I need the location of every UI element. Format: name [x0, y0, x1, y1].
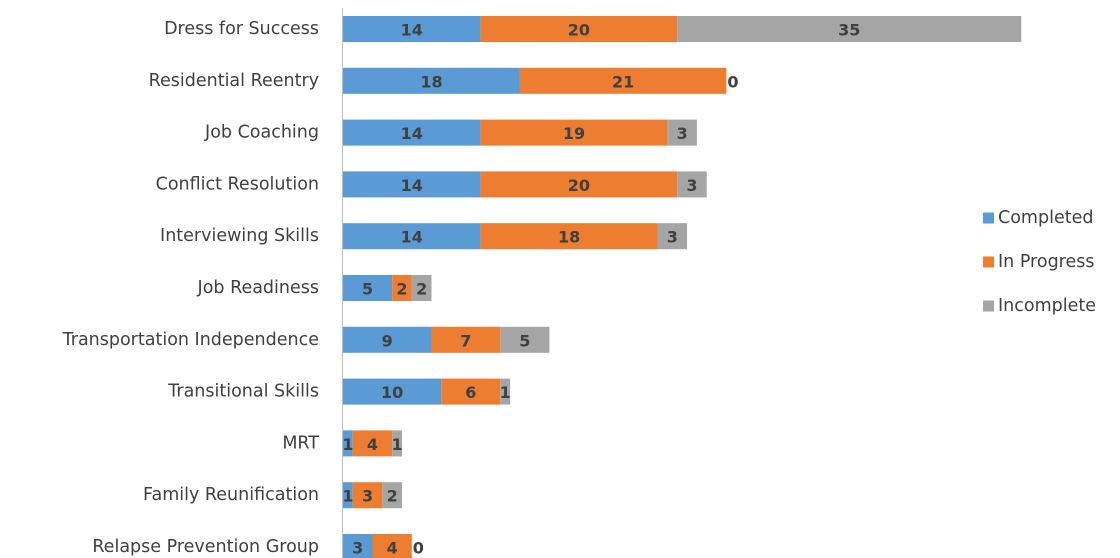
bar-incomplete-transitional-skills: [500, 378, 511, 405]
bar-in-progress-relapse-prevention-group: [372, 534, 412, 558]
bar-completed-relapse-prevention-group: [343, 534, 373, 558]
bar-incomplete-conflict-resolution: [677, 171, 707, 198]
data-label-in-progress-mrt: 4: [367, 435, 378, 454]
legend: Completed In Progress Incomplete: [983, 208, 1096, 316]
legend-label-incomplete: Incomplete: [998, 296, 1096, 316]
data-label-incomplete-conflict-resolution: 3: [686, 176, 697, 195]
data-label-in-progress-conflict-resolution: 20: [568, 176, 590, 195]
legend-label-completed: Completed: [998, 208, 1093, 228]
bar-incomplete-mrt: [392, 430, 402, 457]
data-label-incomplete-dress-for-success: 35: [838, 21, 860, 40]
bar-in-progress-family-reunification: [352, 482, 383, 509]
legend-swatch-incomplete: [983, 300, 994, 312]
bar-completed-conflict-resolution: [343, 171, 481, 198]
bar-incomplete-family-reunification: [382, 482, 402, 509]
data-label-incomplete-transportation-independence: 5: [519, 331, 530, 350]
data-label-incomplete-job-coaching: 3: [677, 124, 688, 143]
category-label-dress-for-success: Dress for Success: [164, 19, 319, 39]
bar-completed-job-coaching: [343, 119, 481, 146]
data-label-in-progress-transitional-skills: 6: [465, 383, 476, 402]
data-label-incomplete-relapse-prevention-group: 0: [413, 539, 424, 558]
data-label-completed-job-coaching: 14: [401, 124, 423, 143]
data-label-in-progress-dress-for-success: 20: [568, 21, 590, 40]
legend-swatch-in-progress: [983, 256, 994, 268]
data-label-in-progress-interviewing-skills: 18: [558, 228, 580, 247]
data-label-in-progress-family-reunification: 3: [362, 487, 373, 506]
bar-in-progress-transitional-skills: [441, 378, 501, 405]
bar-completed-transitional-skills: [343, 378, 442, 405]
category-labels: Dress for Success Residential Reentry Job …: [62, 19, 320, 557]
category-label-family-reunification: Family Reunification: [143, 485, 319, 505]
data-label-incomplete-job-readiness: 2: [416, 280, 427, 299]
data-label-in-progress-residential-reentry: 21: [612, 72, 634, 91]
data-label-completed-interviewing-skills: 14: [401, 228, 423, 247]
bar-completed-interviewing-skills: [343, 223, 481, 250]
category-label-transportation-independence: Transportation Independence: [62, 330, 319, 350]
category-label-job-readiness: Job Readiness: [197, 278, 319, 298]
bar-in-progress-job-readiness: [392, 275, 412, 301]
data-label-completed-transportation-independence: 9: [382, 331, 393, 350]
legend-label-in-progress: In Progress: [998, 252, 1095, 272]
bar-incomplete-job-readiness: [411, 275, 432, 301]
category-label-mrt: MRT: [282, 433, 319, 453]
bar-in-progress-transportation-independence: [431, 326, 501, 353]
bar-completed-job-readiness: [343, 275, 393, 301]
bar-in-progress-conflict-resolution: [480, 171, 678, 198]
data-label-in-progress-transportation-independence: 7: [460, 331, 471, 350]
data-label-incomplete-transitional-skills: 1: [500, 383, 511, 402]
category-label-interviewing-skills: Interviewing Skills: [160, 226, 319, 246]
bar-in-progress-residential-reentry: [519, 67, 727, 94]
bar-in-progress-dress-for-success: [480, 16, 678, 42]
category-label-relapse-prevention-group: Relapse Prevention Group: [92, 537, 319, 557]
data-label-incomplete-interviewing-skills: 3: [667, 228, 678, 247]
category-label-transitional-skills: Transitional Skills: [167, 382, 319, 402]
bar-in-progress-interviewing-skills: [480, 223, 658, 250]
data-label-incomplete-family-reunification: 2: [387, 487, 398, 506]
data-label-completed-relapse-prevention-group: 3: [352, 539, 363, 558]
bar-in-progress-mrt: [352, 430, 393, 457]
bar-completed-residential-reentry: [343, 67, 520, 94]
data-label-completed-residential-reentry: 18: [420, 72, 442, 91]
data-label-completed-mrt: 1: [342, 435, 353, 454]
category-label-residential-reentry: Residential Reentry: [149, 71, 319, 91]
bar-completed-mrt: [343, 430, 353, 457]
data-label-in-progress-relapse-prevention-group: 4: [387, 539, 398, 558]
bar-incomplete-transportation-independence: [500, 326, 550, 353]
data-label-completed-job-readiness: 5: [362, 280, 373, 299]
data-label-in-progress-job-readiness: 2: [396, 280, 407, 299]
data-label-completed-transitional-skills: 10: [381, 383, 403, 402]
data-label-in-progress-job-coaching: 19: [563, 124, 585, 143]
data-label-incomplete-residential-reentry: 0: [727, 72, 738, 91]
data-label-completed-conflict-resolution: 14: [401, 176, 423, 195]
category-label-job-coaching: Job Coaching: [204, 123, 319, 143]
bar-incomplete-dress-for-success: [677, 16, 1022, 42]
bar-completed-dress-for-success: [343, 16, 481, 42]
bar-completed-transportation-independence: [343, 326, 432, 353]
data-label-completed-dress-for-success: 14: [401, 21, 423, 40]
bar-in-progress-job-coaching: [480, 119, 668, 146]
legend-swatch-completed: [983, 212, 994, 224]
bar-incomplete-job-coaching: [667, 119, 697, 146]
bar-completed-family-reunification: [343, 482, 353, 509]
category-label-conflict-resolution: Conflict Resolution: [156, 174, 319, 194]
data-label-completed-family-reunification: 1: [342, 487, 353, 506]
bar-incomplete-interviewing-skills: [657, 223, 688, 250]
data-label-incomplete-mrt: 1: [391, 435, 402, 454]
